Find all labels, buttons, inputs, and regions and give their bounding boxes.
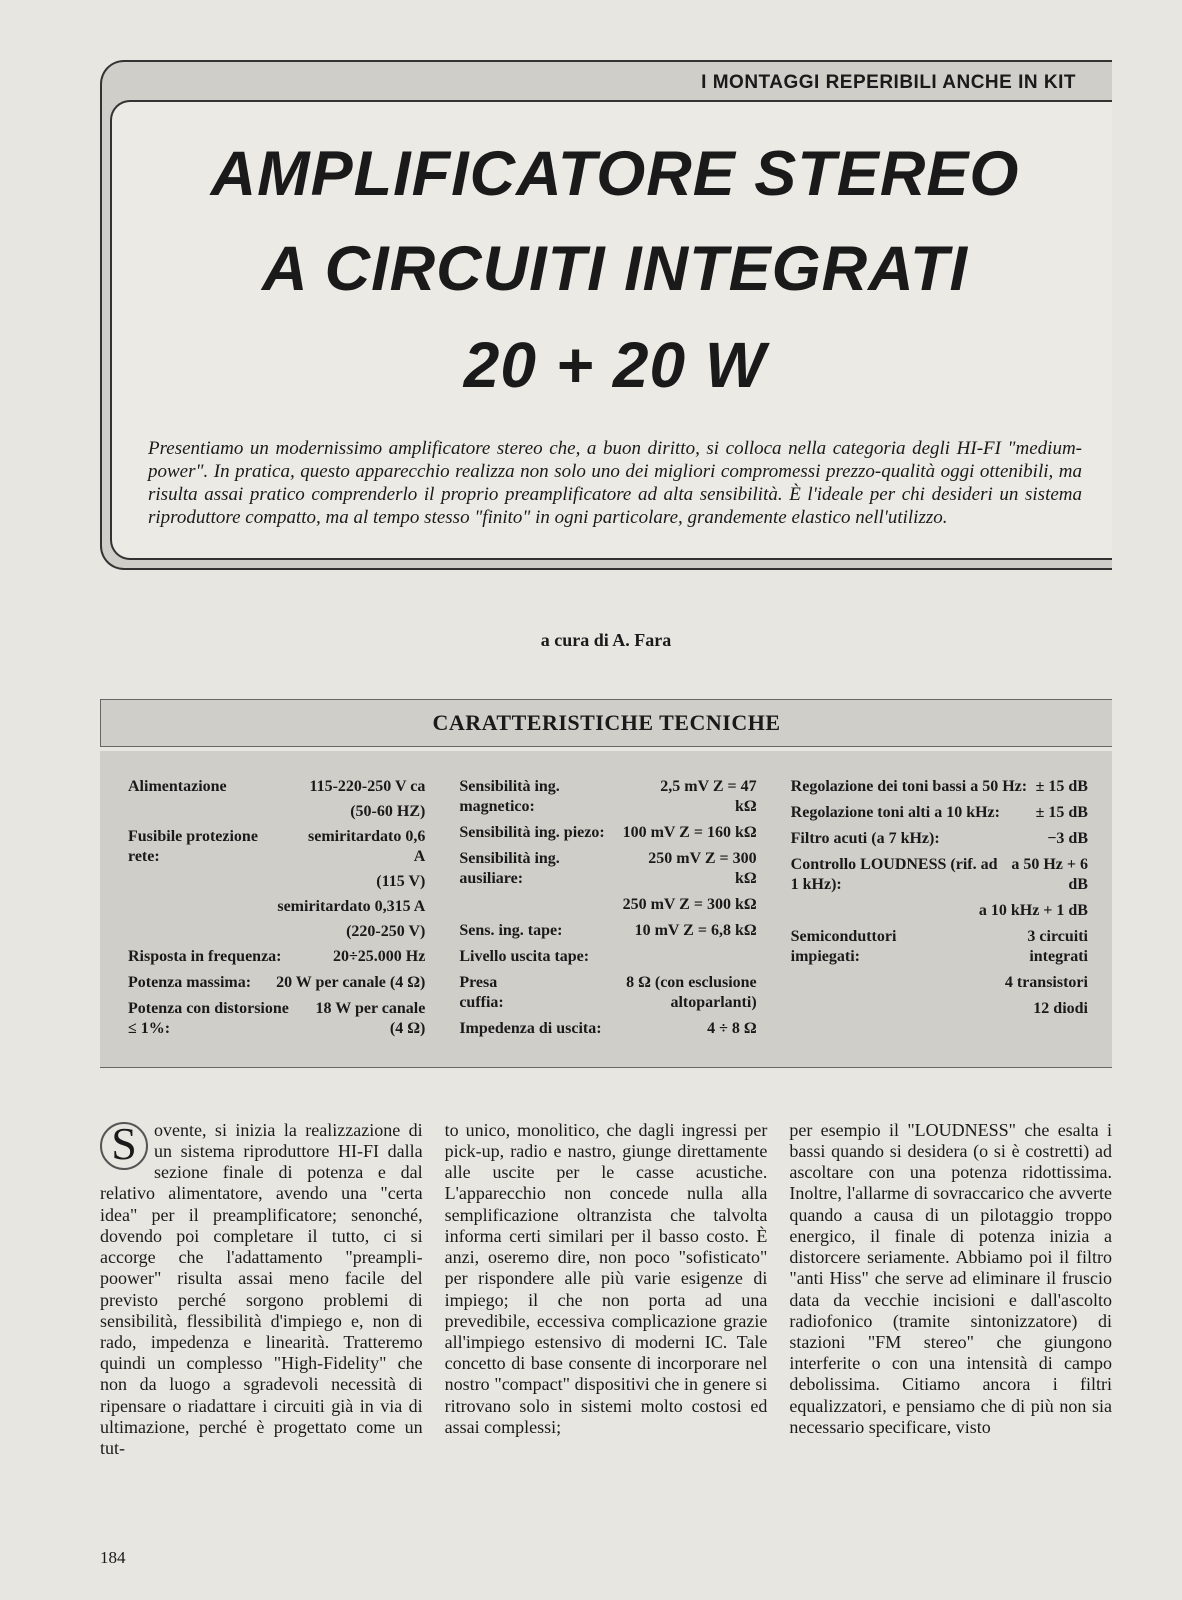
spec-row: Sensibilità ing. ausiliare:250 mV Z = 30… — [459, 849, 756, 889]
spec-label: Alimentazione — [128, 777, 227, 797]
spec-row: Filtro acuti (a 7 kHz): −3 dB — [791, 829, 1088, 849]
spec-value: semiritardato 0,6 A — [293, 827, 425, 867]
spec-label: Semiconduttori impiegati: — [791, 927, 967, 967]
spec-label: Fusibile protezione rete: — [128, 827, 293, 867]
article-intro: Presentiamo un modernissimo amplificator… — [148, 438, 1082, 529]
spec-row: a 10 kHz + 1 dB — [791, 901, 1088, 921]
spec-row: Alimentazione 115-220-250 V ca — [128, 777, 425, 797]
spec-row: Semiconduttori impiegati:3 circuiti inte… — [791, 927, 1088, 967]
spec-label: Regolazione toni alti a 10 kHz: — [791, 803, 1000, 823]
article-header-frame: I MONTAGGI REPERIBILI ANCHE IN KIT AMPLI… — [100, 60, 1112, 570]
spec-row: Regolazione dei toni bassi a 50 Hz: ± 15 … — [791, 777, 1088, 797]
title-box: AMPLIFICATORE STEREO A CIRCUITI INTEGRAT… — [110, 100, 1112, 560]
spec-label: Potenza massima: — [128, 973, 251, 993]
spec-value: ± 15 dB — [1036, 777, 1088, 797]
spec-value: ± 15 dB — [1036, 803, 1088, 823]
specs-column-3: Regolazione dei toni bassi a 50 Hz: ± 15 … — [791, 777, 1088, 1045]
body-column-1: S ovente, si inizia la realizzazione di … — [100, 1120, 423, 1460]
title-line-3: 20 + 20 W — [148, 322, 1082, 408]
spec-row: Sensibilità ing. piezo: 100 mV Z = 160 kΩ — [459, 823, 756, 843]
spec-row: Risposta in frequenza: 20÷25.000 Hz — [128, 947, 425, 967]
spec-row: Controllo LOUDNESS (rif. ad 1 kHz):a 50 … — [791, 855, 1088, 895]
spec-label: Impedenza di uscita: — [459, 1019, 601, 1039]
spec-value: 2,5 mV Z = 47 kΩ — [637, 777, 757, 817]
spec-row: semiritardato 0,315 A — [128, 897, 425, 917]
spec-subvalue: (220-250 V) — [128, 923, 425, 941]
spec-row: 250 mV Z = 300 kΩ — [459, 895, 756, 915]
spec-row: Regolazione toni alti a 10 kHz: ± 15 dB — [791, 803, 1088, 823]
spec-subvalue: (50-60 HZ) — [128, 803, 425, 821]
spec-row: Sens. ing. tape: 10 mV Z = 6,8 kΩ — [459, 921, 756, 941]
spec-value: 10 mV Z = 6,8 kΩ — [635, 921, 757, 941]
spec-value: 250 mV Z = 300 kΩ — [625, 849, 757, 889]
spec-label: Filtro acuti (a 7 kHz): — [791, 829, 940, 849]
spec-value: 4 ÷ 8 Ω — [707, 1019, 757, 1039]
spec-row: Presa cuffia:8 Ω (con esclusione altopar… — [459, 973, 756, 1013]
spec-label: Risposta in frequenza: — [128, 947, 282, 967]
spec-value: 100 mV Z = 160 kΩ — [623, 823, 757, 843]
specs-header: CARATTERISTICHE TECNICHE — [100, 699, 1112, 747]
specs-column-1: Alimentazione 115-220-250 V ca (50-60 HZ) F… — [128, 777, 425, 1045]
spec-subvalue: (115 V) — [128, 873, 425, 891]
spec-row: Potenza con distorsione ≤ 1%:18 W per ca… — [128, 999, 425, 1039]
article-title: AMPLIFICATORE STEREO A CIRCUITI INTEGRAT… — [148, 132, 1082, 408]
spec-value: semiritardato 0,315 A — [277, 897, 425, 917]
kit-series-label: I MONTAGGI REPERIBILI ANCHE IN KIT — [110, 70, 1112, 100]
spec-value: a 50 Hz + 6 dB — [1006, 855, 1088, 895]
spec-label: Controllo LOUDNESS (rif. ad 1 kHz): — [791, 855, 1006, 895]
spec-row: 12 diodi — [791, 999, 1088, 1019]
spec-row: Fusibile protezione rete:semiritardato 0… — [128, 827, 425, 867]
title-line-1: AMPLIFICATORE STEREO — [148, 132, 1082, 217]
page-number: 184 — [100, 1548, 126, 1568]
spec-label: Sensibilità ing. magnetico: — [459, 777, 636, 817]
body-column-3: per esempio il "LOUDNESS" che esalta i b… — [789, 1120, 1112, 1460]
spec-row: Potenza massima: 20 W per canale (4 Ω) — [128, 973, 425, 993]
spec-value: 4 transistori — [1005, 973, 1088, 993]
spec-label: Potenza con distorsione ≤ 1%: — [128, 999, 301, 1039]
spec-row: Impedenza di uscita: 4 ÷ 8 Ω — [459, 1019, 756, 1039]
spec-value: −3 dB — [1047, 829, 1088, 849]
spec-label: Livello uscita tape: — [459, 947, 589, 967]
body-column-2: to unico, monolitico, che dagli ingressi… — [445, 1120, 768, 1460]
spec-value: a 10 kHz + 1 dB — [979, 901, 1088, 921]
spec-value: 115-220-250 V ca — [309, 777, 425, 797]
spec-row: Sensibilità ing. magnetico:2,5 mV Z = 47… — [459, 777, 756, 817]
article-byline: a cura di A. Fara — [100, 630, 1112, 651]
spec-label: Sens. ing. tape: — [459, 921, 562, 941]
spec-label: Presa cuffia: — [459, 973, 543, 1013]
title-line-2: A CIRCUITI INTEGRATI — [148, 227, 1082, 312]
spec-row: Livello uscita tape: — [459, 947, 756, 967]
spec-label: Regolazione dei toni bassi a 50 Hz: — [791, 777, 1027, 797]
spec-value: 8 Ω (con esclusione altoparlanti) — [543, 973, 757, 1013]
spec-value: 20 W per canale (4 Ω) — [276, 973, 425, 993]
article-body: S ovente, si inizia la realizzazione di … — [100, 1120, 1112, 1460]
spec-value: 250 mV Z = 300 kΩ — [623, 895, 757, 915]
body-text-1: ovente, si inizia la realizzazione di un… — [100, 1120, 423, 1459]
spec-row: 4 transistori — [791, 973, 1088, 993]
specs-column-2: Sensibilità ing. magnetico:2,5 mV Z = 47… — [459, 777, 756, 1045]
spec-value: 3 circuiti integrati — [967, 927, 1088, 967]
specs-table: Alimentazione 115-220-250 V ca (50-60 HZ) F… — [100, 751, 1112, 1068]
spec-value: 20÷25.000 Hz — [333, 947, 425, 967]
spec-value: 12 diodi — [1033, 999, 1088, 1019]
spec-value: 18 W per canale (4 Ω) — [301, 999, 426, 1039]
drop-cap: S — [100, 1122, 148, 1170]
spec-label: Sensibilità ing. ausiliare: — [459, 849, 624, 889]
spec-label: Sensibilità ing. piezo: — [459, 823, 604, 843]
